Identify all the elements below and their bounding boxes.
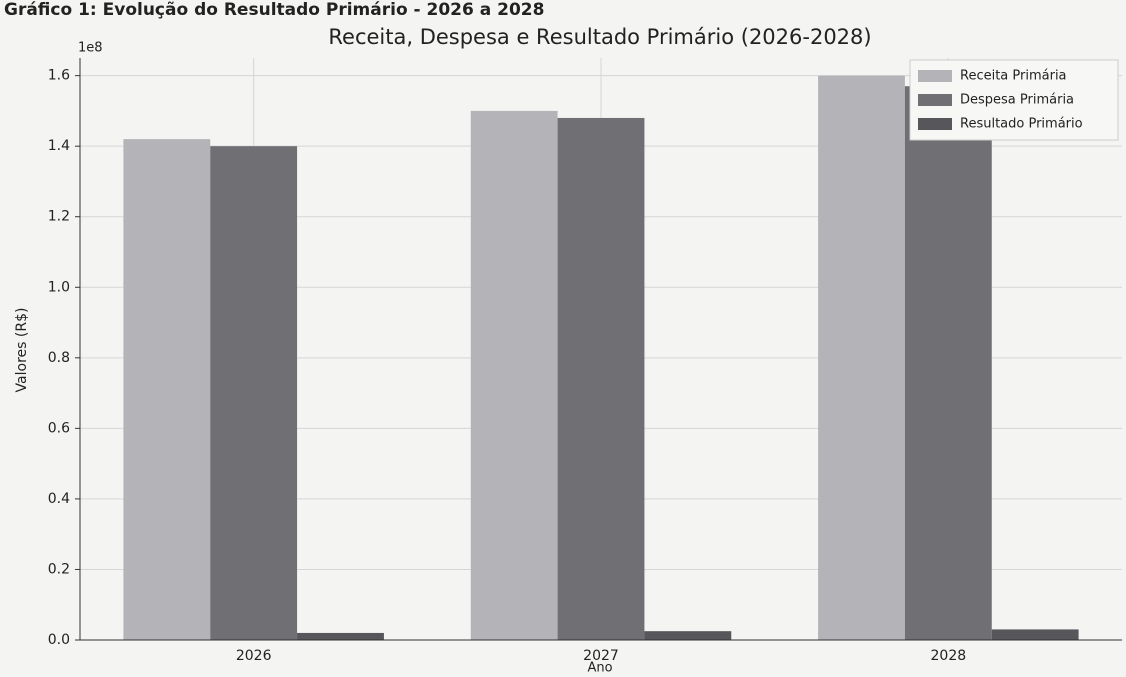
y-tick-label: 0.4 <box>48 491 70 507</box>
bar <box>557 117 645 641</box>
y-tick-label: 0.6 <box>48 420 70 436</box>
legend-label: Despesa Primária <box>960 93 1074 108</box>
chart-title: Receita, Despesa e Resultado Primário (2… <box>328 25 871 49</box>
y-tick-label: 1.0 <box>48 279 70 295</box>
bar <box>818 75 905 641</box>
bar <box>210 146 298 640</box>
y-tick-label: 1.6 <box>48 68 70 84</box>
legend-swatch <box>918 70 952 82</box>
y-axis-label: Valores (R$) <box>14 308 30 393</box>
y-tick-label: 0.8 <box>48 350 70 366</box>
y-tick-label: 1.4 <box>48 138 70 154</box>
bar <box>123 139 211 641</box>
y-tick-label: 0.0 <box>48 632 70 648</box>
y-tick-label: 0.2 <box>48 561 70 577</box>
bar <box>470 110 558 641</box>
x-tick-label: 2026 <box>236 648 272 664</box>
bar <box>991 629 1079 640</box>
x-axis-label: Ano <box>587 661 612 676</box>
y-tick-label: 1.2 <box>48 209 70 225</box>
y-offset-label: 1e8 <box>78 41 103 56</box>
legend-label: Resultado Primário <box>960 117 1083 132</box>
legend-swatch <box>918 118 952 130</box>
legend-label: Receita Primária <box>960 69 1067 84</box>
bar <box>644 631 732 640</box>
bar <box>297 632 384 640</box>
x-tick-label: 2028 <box>931 648 967 664</box>
x-tick-label: 2027 <box>583 648 619 664</box>
caption: Gráfico 1: Evolução do Resultado Primári… <box>4 0 544 20</box>
bar <box>904 86 992 640</box>
legend-swatch <box>918 94 952 106</box>
